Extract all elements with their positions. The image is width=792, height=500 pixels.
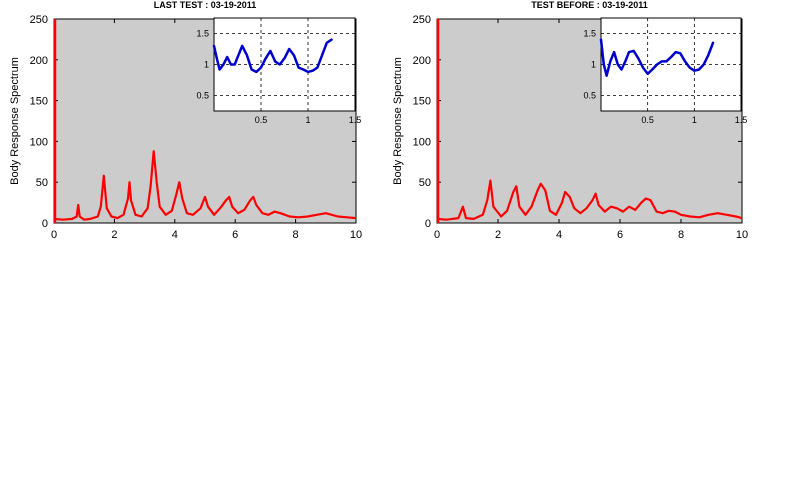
x-tick-label: 6 xyxy=(232,229,238,241)
chart-title: TEST BEFORE : 03-19-2011 xyxy=(531,0,648,10)
x-tick-label: 10 xyxy=(736,229,748,241)
inset-y-tick-label: 1 xyxy=(204,60,209,70)
inset-series-line-blue xyxy=(212,38,333,74)
x-tick-label: 0 xyxy=(51,229,57,241)
y-tick-label: 50 xyxy=(36,177,48,189)
y-tick-label: 100 xyxy=(413,136,431,148)
inset-chart: 0.5 1 1.5 0.5 1 1.5 xyxy=(196,17,362,125)
inset-plot-area xyxy=(213,17,356,112)
y-tick-label: 0 xyxy=(425,218,431,230)
inset-y-tick-label: 1.5 xyxy=(196,29,209,39)
y-axis-label: Body Response Spectrum xyxy=(9,57,21,185)
chart-title: LAST TEST : 03-19-2011 xyxy=(154,0,257,10)
series-line-red xyxy=(437,179,742,221)
y-tick-label: 250 xyxy=(413,14,431,26)
x-tick-label: 2 xyxy=(111,229,117,241)
inset-x-tick-label: 1.5 xyxy=(735,115,748,125)
x-tick-label: 8 xyxy=(293,229,299,241)
y-tick-label: 0 xyxy=(42,218,48,230)
y-axis-label: Body Response Spectrum xyxy=(392,57,404,185)
inset-chart: 0.5 1 1.5 0.5 1 1.5 xyxy=(583,17,748,125)
inset-y-tick-label: 1 xyxy=(591,60,596,70)
x-tick-label: 2 xyxy=(495,229,501,241)
inset-x-tick-label: 1 xyxy=(692,115,697,125)
chart-2: TEST BEFORE : 03-19-2011 Body Response Sp… xyxy=(392,0,748,241)
y-tick-label: 200 xyxy=(30,55,48,67)
y-tick-label: 250 xyxy=(30,14,48,26)
y-tick-label: 200 xyxy=(413,55,431,67)
inset-series-line-blue xyxy=(599,38,715,77)
inset-x-tick-label: 0.5 xyxy=(641,115,654,125)
chart-1: LAST TEST : 03-19-2011 Body Response Spec… xyxy=(9,0,362,241)
x-tick-label: 6 xyxy=(617,229,623,241)
y-tick-label: 100 xyxy=(30,136,48,148)
series-line-red xyxy=(54,150,356,221)
inset-y-tick-label: 1.5 xyxy=(583,29,596,39)
x-tick-label: 0 xyxy=(434,229,440,241)
inset-y-tick-label: 0.5 xyxy=(583,91,596,101)
x-tick-label: 4 xyxy=(556,229,562,241)
x-tick-label: 8 xyxy=(678,229,684,241)
x-tick-label: 10 xyxy=(350,229,362,241)
inset-x-tick-label: 1.5 xyxy=(349,115,362,125)
x-tick-label: 4 xyxy=(172,229,178,241)
inset-y-tick-label: 0.5 xyxy=(196,91,209,101)
inset-x-tick-label: 1 xyxy=(305,115,310,125)
inset-x-tick-label: 0.5 xyxy=(255,115,268,125)
y-tick-label: 150 xyxy=(413,96,431,108)
y-tick-label: 150 xyxy=(30,96,48,108)
y-tick-label: 50 xyxy=(419,177,431,189)
